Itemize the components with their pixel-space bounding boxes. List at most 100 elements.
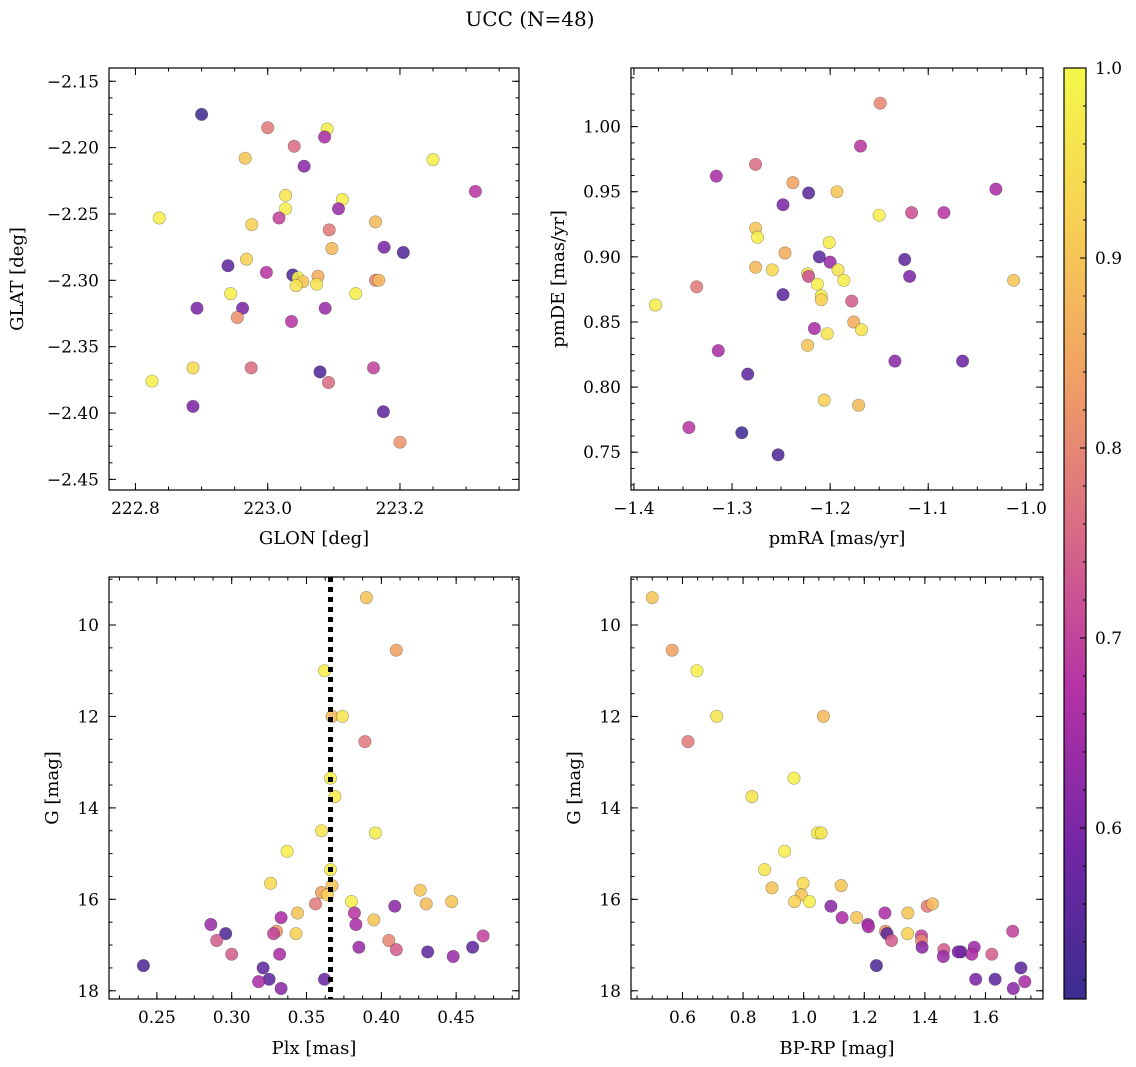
y-tick-label: −2.15 xyxy=(47,72,99,92)
data-point xyxy=(267,927,281,941)
y-tick-label: 16 xyxy=(77,890,99,910)
data-point xyxy=(988,972,1002,986)
data-point xyxy=(778,844,792,858)
data-point xyxy=(925,897,939,911)
data-point xyxy=(834,879,848,893)
data-point xyxy=(230,310,244,324)
y-tick-label: −2.25 xyxy=(47,205,99,225)
data-point xyxy=(802,269,816,283)
data-point xyxy=(389,943,403,957)
data-point xyxy=(776,198,790,212)
data-point xyxy=(359,591,373,605)
data-point xyxy=(682,420,696,434)
y-tick-label: 12 xyxy=(77,707,99,727)
data-point xyxy=(466,940,480,954)
data-point xyxy=(476,929,490,943)
data-point xyxy=(297,159,311,173)
plx-g-ylabel: G [mag] xyxy=(42,751,63,824)
data-point xyxy=(802,895,816,909)
data-point xyxy=(765,263,779,277)
y-tick-label: 0.75 xyxy=(583,443,621,463)
y-tick-label: 1.00 xyxy=(583,118,621,138)
y-tick-label: −2.35 xyxy=(47,338,99,358)
data-point xyxy=(835,911,849,925)
data-point xyxy=(426,153,440,167)
data-point xyxy=(308,897,322,911)
colorbar-tick-label: 0.6 xyxy=(1095,819,1122,839)
data-point xyxy=(1018,975,1032,989)
y-tick-label: 12 xyxy=(599,707,621,727)
data-point xyxy=(853,139,867,153)
data-point xyxy=(372,273,386,287)
figure-title: UCC (N=48) xyxy=(465,7,594,31)
x-tick-label: 0.6 xyxy=(669,1008,696,1028)
data-point xyxy=(901,906,915,920)
data-point xyxy=(765,881,779,895)
data-point xyxy=(238,151,252,165)
data-point xyxy=(750,230,764,244)
pmra-pmde-frame xyxy=(630,67,1044,491)
y-tick-label: −2.45 xyxy=(47,470,99,490)
data-point xyxy=(321,375,335,389)
data-point xyxy=(290,906,304,920)
data-point xyxy=(264,876,278,890)
x-tick-label: 1.4 xyxy=(911,1008,938,1028)
glon-glat-ticks: 222.8 223.0 223.2 −2.45 −2.40 −2.35 −2.30 −2.25… xyxy=(47,68,519,519)
y-tick-label: 10 xyxy=(77,616,99,636)
data-point xyxy=(812,250,826,264)
pmra-pmde-points xyxy=(648,96,1021,462)
data-point xyxy=(847,315,861,329)
data-point xyxy=(951,945,965,959)
data-point xyxy=(289,279,303,293)
data-point xyxy=(388,899,402,913)
data-point xyxy=(681,735,695,749)
colorbar-tick-label: 0.9 xyxy=(1095,249,1122,269)
data-point xyxy=(989,182,1003,196)
data-point xyxy=(195,107,209,121)
data-point xyxy=(810,277,824,291)
y-tick-label: 0.95 xyxy=(583,183,621,203)
data-point xyxy=(807,321,821,335)
data-point xyxy=(210,933,224,947)
colorbar-tick-label: 1.0 xyxy=(1095,59,1122,79)
data-point xyxy=(468,184,482,198)
glon-glat-points xyxy=(145,107,482,449)
x-tick-label: 222.8 xyxy=(111,499,160,519)
data-point xyxy=(822,236,836,250)
x-tick-label: 0.8 xyxy=(730,1008,757,1028)
data-point xyxy=(352,940,366,954)
data-point xyxy=(421,945,435,959)
data-point xyxy=(801,338,815,352)
data-point xyxy=(145,374,159,388)
x-tick-label: 0.40 xyxy=(362,1008,400,1028)
data-point xyxy=(936,949,950,963)
data-point xyxy=(314,824,328,838)
data-point xyxy=(382,933,396,947)
glon-glat-frame xyxy=(108,67,520,491)
x-tick-label: −1.4 xyxy=(613,499,654,519)
data-point xyxy=(310,277,324,291)
bprp-g-ylabel: G [mag] xyxy=(564,751,585,824)
x-tick-label: 1.6 xyxy=(972,1008,999,1028)
data-point xyxy=(225,947,239,961)
y-tick-label: 0.80 xyxy=(583,378,621,398)
data-point xyxy=(816,709,830,723)
data-point xyxy=(219,927,233,941)
data-point xyxy=(259,265,273,279)
plx-g-ticks: 0.25 0.30 0.35 0.40 0.45 10 12 14 16 18 xyxy=(77,577,519,1028)
data-point xyxy=(368,826,382,840)
data-point xyxy=(1014,961,1028,975)
colorbar: 0.6 0.7 0.8 0.9 1.0 xyxy=(1063,59,1122,1000)
data-point xyxy=(279,188,293,202)
data-point xyxy=(776,288,790,302)
data-point xyxy=(665,643,679,657)
data-point xyxy=(1007,273,1021,287)
x-tick-label: −1.1 xyxy=(908,499,949,519)
data-point xyxy=(244,361,258,375)
data-point xyxy=(884,933,898,947)
bprp-g-points xyxy=(645,591,1032,995)
data-point xyxy=(830,185,844,199)
x-tick-label: 0.35 xyxy=(288,1008,326,1028)
data-point xyxy=(445,895,459,909)
y-tick-label: −2.30 xyxy=(47,271,99,291)
